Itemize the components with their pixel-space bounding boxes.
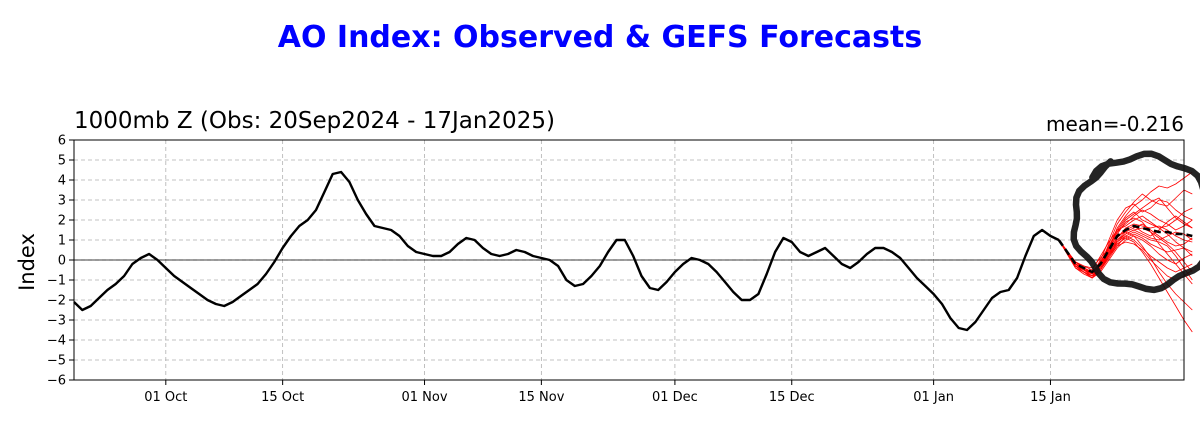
y-tick-label: 6	[58, 134, 66, 149]
y-tick-label: −3	[47, 314, 66, 329]
y-tick-label: −5	[47, 354, 66, 369]
axes-frame-layer: −6 −5 −4 −3 −2 −1 0 1 2 3 4 5 6 01 Oct 15 Oct 01 Nov 15 …	[47, 134, 1185, 405]
forecast-member-line	[1058, 237, 1193, 333]
forecast-member-line	[1058, 215, 1193, 275]
chart-suptitle: AO Index: Observed & GEFS Forecasts	[277, 20, 923, 55]
forecast-mean-layer	[1057, 224, 1193, 274]
x-tick-label: 15 Nov	[518, 390, 564, 405]
x-tick-label: 15 Jan	[1030, 390, 1071, 405]
forecast-member-line	[1058, 231, 1193, 281]
y-tick-label: 1	[58, 234, 66, 249]
x-tick-label: 01 Nov	[402, 390, 448, 405]
y-tick-label: 4	[58, 174, 66, 189]
forecast-member-line	[1058, 231, 1193, 311]
forecast-member-line	[1058, 227, 1193, 277]
y-tick-label: −4	[47, 334, 66, 349]
observed-layer	[73, 170, 1060, 332]
grid-layer	[74, 140, 1184, 380]
x-tick-label: 01 Dec	[652, 390, 698, 405]
x-tick-label: 01 Oct	[144, 390, 187, 405]
y-tick-label: −1	[47, 274, 66, 289]
y-tick-label: 0	[58, 254, 66, 269]
hand-drawn-circle-annotation	[1070, 150, 1200, 294]
y-tick-label: −6	[47, 374, 66, 389]
forecast-member-line	[1058, 223, 1193, 269]
forecast-members-layer	[1058, 171, 1193, 333]
forecast-mean-line	[1057, 224, 1193, 274]
x-tick-label: 01 Jan	[913, 390, 954, 405]
forecast-member-line	[1058, 171, 1193, 279]
y-tick-label: 3	[58, 194, 66, 209]
y-tick-label: 5	[58, 154, 66, 169]
forecast-member-line	[1058, 211, 1193, 273]
y-axis-label: Index	[15, 233, 39, 291]
y-tick-label: 2	[58, 214, 66, 229]
x-tick-label: 15 Oct	[261, 390, 304, 405]
forecast-member-line	[1058, 207, 1193, 271]
mean-label: mean=-0.216	[1046, 112, 1184, 136]
annotation-layer	[1070, 150, 1200, 294]
chart-subtitle: 1000mb Z (Obs: 20Sep2024 - 17Jan2025)	[74, 108, 555, 134]
axes-frame	[73, 139, 1185, 381]
y-tick-label: −2	[47, 294, 66, 309]
observed-line	[73, 170, 1060, 332]
x-tick-label: 15 Dec	[769, 390, 815, 405]
